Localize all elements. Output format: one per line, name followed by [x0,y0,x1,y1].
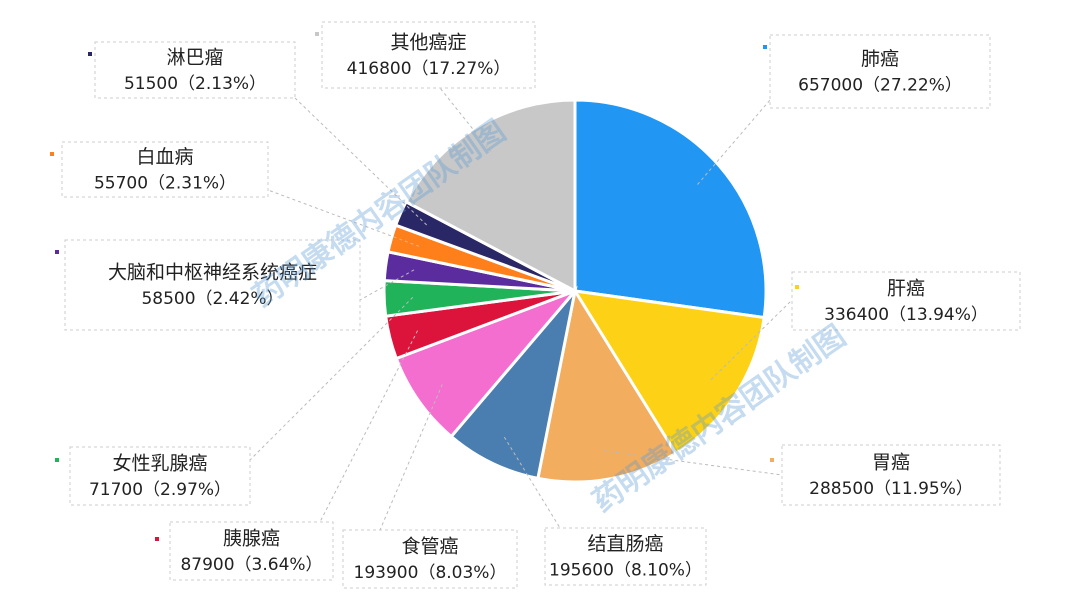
category-label: 女性乳腺癌 [112,453,207,475]
category-label: 胰腺癌 [223,528,280,550]
value-label: 55700（2.31%） [94,174,236,194]
label-box [342,529,518,589]
leader-line [249,296,414,461]
pie-slice [394,289,577,439]
legend-dot [795,285,799,289]
label-box [64,239,361,331]
leader-line [294,97,428,226]
value-label: 195600（8.10%） [549,561,702,581]
value-label: 288500（11.95%） [809,479,973,499]
leader-line [359,269,415,301]
plot: 肺癌 657000（27.22%） 肝癌 336400（13.94%） 胃癌 288500… [50,21,1021,589]
category-label: 胃癌 [872,452,910,474]
leader-line [379,384,443,531]
legend-dot [55,458,59,462]
label-box [61,141,269,198]
value-label: 657000（27.22%） [798,76,962,96]
legend-dot [50,152,54,156]
legend-dot [55,250,59,254]
category-label: 淋巴瘤 [166,47,223,69]
category-label: 其他癌症 [390,32,466,54]
pie-slice [536,286,678,484]
pie-slice [449,285,578,481]
pie-slice [573,98,768,320]
legend-dot [763,45,767,49]
legend-dot [88,52,92,56]
category-label: 食管癌 [401,536,458,558]
value-label: 58500（2.42%） [141,289,283,309]
pie-slice [404,98,577,294]
value-label: 336400（13.94%） [824,305,988,325]
label-box [321,21,536,89]
label-box [69,446,251,506]
leader-line [439,87,492,153]
value-label: 71700（2.97%） [89,480,231,500]
legend-dot [315,32,319,36]
label-box [769,34,991,109]
category-label: 大脑和中枢神经系统癌症 [108,262,317,284]
leader-line [697,99,771,185]
value-label: 193900（8.03%） [354,563,507,583]
leader-line [710,299,793,380]
category-label: 白血病 [136,146,193,168]
label-box [169,521,334,581]
label-box [791,271,1021,331]
label-box [781,444,1001,506]
label-box [94,41,296,99]
legend-dot [770,458,774,462]
value-label: 416800（17.27%） [347,59,511,79]
value-label: 87900（3.64%） [180,555,322,575]
category-label: 肺癌 [861,48,899,70]
category-label: 肝癌 [887,278,925,300]
pie-slice [572,289,766,456]
value-label: 51500（2.13%） [124,74,266,94]
label-box [544,527,707,586]
leader-line [267,189,420,247]
legend-dot [155,537,159,541]
leader-line [319,330,419,523]
category-label: 结直肠癌 [587,533,663,555]
